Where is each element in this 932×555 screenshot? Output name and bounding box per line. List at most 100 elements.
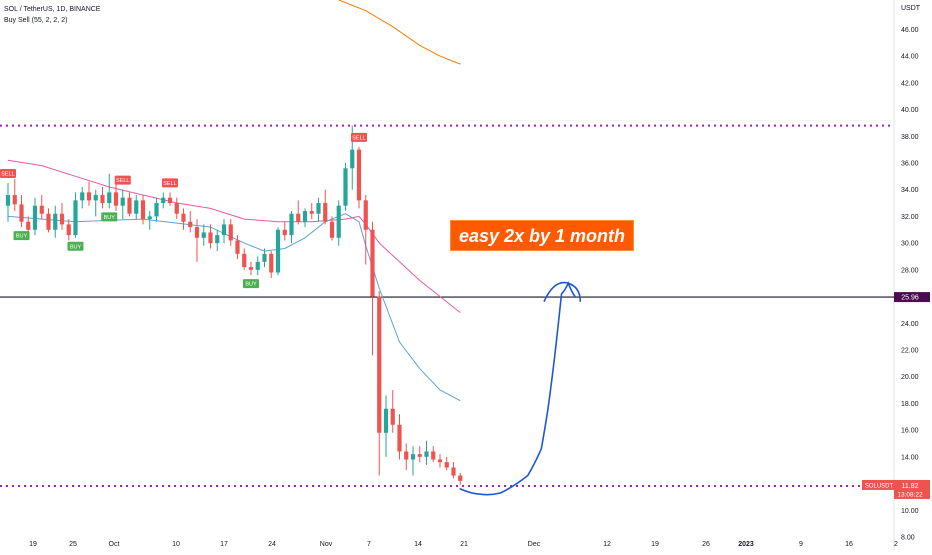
candle-body [12,195,17,205]
signal-label: BUY [70,244,82,250]
price-tick-label: 16.00 [901,428,919,435]
signal-label: SELL [116,178,129,184]
candle-body [383,408,389,433]
candle-body [215,235,220,244]
price-tick-label: 18.00 [901,401,919,408]
candle-body [397,424,402,452]
time-tick-label: 12 [603,541,611,548]
candle-body [309,211,314,214]
signal-tag [162,178,178,188]
price-tick-label: 24.00 [901,321,919,328]
time-tick-label: 21 [460,541,468,548]
candle-body [370,229,375,297]
signal-tag [243,279,259,289]
price-tick-label: 28.00 [901,267,919,274]
candle-body [356,149,362,201]
signal-label: BUY [16,234,28,240]
candle-body [120,197,125,206]
projection-arrow [459,281,576,496]
time-tick-label: 10 [172,541,180,548]
price-tick-label: 34.00 [901,187,919,194]
candle-body [289,213,294,236]
candle-body [262,253,267,262]
price-tick-label: 32.00 [901,214,919,221]
time-tick-label: 24 [268,541,276,548]
chart-header: SOL / TetherUS, 1D, BINANCE Buy Sell (55… [4,4,100,26]
candle-body [431,451,436,460]
level-price-tag [894,292,930,303]
price-tick-label: 10.00 [901,508,919,515]
time-tick-label: 14 [414,541,422,548]
signal-tag [101,212,118,222]
countdown-label: 13:08:22 [897,491,923,498]
candle-body [147,216,152,220]
symbol-title[interactable]: SOL / TetherUS, 1D, BINANCE [4,6,101,13]
candle-body [208,232,213,244]
candle-body [127,197,132,214]
price-tick-label: 14.00 [901,454,919,461]
signal-label: SELL [163,181,176,187]
time-tick-label: 2 [894,541,898,548]
candle-body [437,459,443,463]
price-tick-label: 40.00 [901,107,919,114]
candle-body [458,475,463,481]
price-tick-label: 38.00 [901,134,919,141]
candle-body [100,195,105,204]
candle-body [336,205,341,238]
candle-body [323,203,328,222]
price-tick-label: 36.00 [901,160,919,167]
candle-body [242,253,247,268]
candle-body [188,221,193,228]
price-tick-label: 44.00 [901,54,919,61]
time-tick-label: 2023 [738,541,754,548]
symbol-tag [862,479,896,490]
candle-body [424,451,429,457]
price-axis-unit: USDT [901,5,921,12]
price-tick-label: 42.00 [901,80,919,87]
candle-body [113,192,119,206]
candle-body [404,451,409,460]
candle-body [410,454,416,460]
signal-label: SELL [1,172,14,178]
time-tick-label: 9 [799,541,803,548]
candle-body [329,221,335,238]
signal-label: BUY [245,282,257,288]
candle-body [107,192,112,204]
candle-body [444,462,449,468]
candle-body [39,205,44,214]
time-tick-label: 7 [367,541,371,548]
candle-body [73,200,78,236]
time-tick-label: Oct [109,541,120,548]
candle-body [377,296,382,433]
candle-body [46,213,51,230]
candle-body [390,408,395,425]
signal-tag [114,175,131,185]
signal-tag [67,241,84,251]
indicator-legend[interactable]: Buy Sell (55, 2, 2, 2) [4,17,68,24]
ma-long-line [338,0,461,65]
sma-slow-line [7,159,461,313]
signal-label: SELL [352,135,365,141]
candle-body [451,467,456,476]
time-tick-label: 26 [702,541,710,548]
candle-body [140,200,146,220]
time-tick-label: 19 [651,541,659,548]
candle-body [269,253,274,273]
candle-body [167,197,173,204]
price-tick-label: 22.00 [901,347,919,354]
candle-body [275,229,281,273]
candle-body [296,213,301,222]
time-tick-label: Nov [320,541,333,548]
annotation-callout[interactable]: easy 2x by 1 month [450,220,634,251]
time-tick-label: 25 [69,541,77,548]
signal-tag [13,231,30,241]
price-tick-label: 8.00 [901,534,915,541]
candle-body [161,197,166,204]
candle-body [255,261,260,270]
candle-body [53,213,58,230]
candle-body [5,195,11,206]
time-tick-label: 19 [29,541,37,548]
